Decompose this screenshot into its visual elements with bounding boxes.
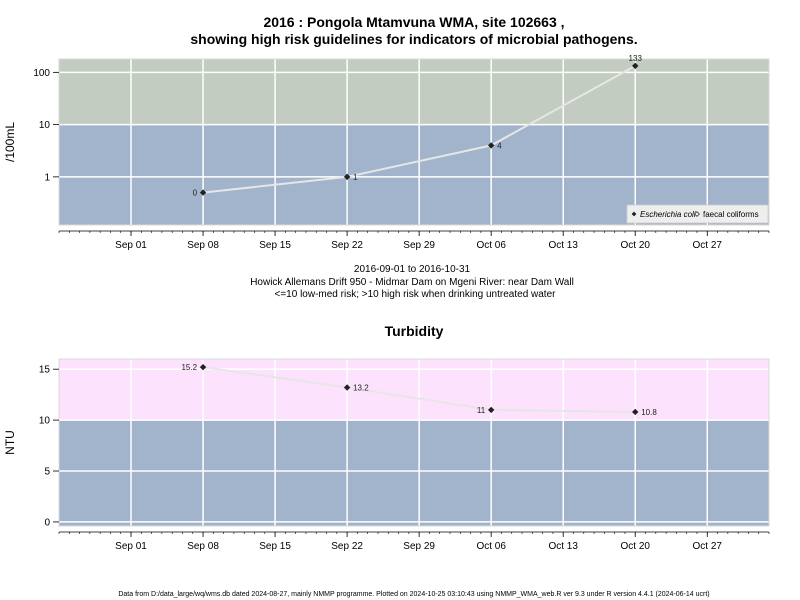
risk-band-0 bbox=[59, 420, 769, 526]
y-tick-label-1: 10 bbox=[39, 120, 51, 131]
data-point-0-3 bbox=[632, 408, 639, 416]
y-axis-label: NTU bbox=[3, 430, 17, 455]
data-point-0-1 bbox=[343, 173, 351, 181]
caption-site: Howick Allemans Drift 950 - Midmar Dam o… bbox=[250, 277, 574, 288]
legend-label-1: faecal coliforms bbox=[703, 210, 759, 219]
y-tick-label-0: 1 bbox=[44, 172, 50, 183]
caption-guideline: <=10 low-med risk; >10 high risk when dr… bbox=[275, 289, 557, 300]
data-label-0-1: 1 bbox=[353, 173, 358, 182]
turbidity-chart: Sep 01 Sep 08 Sep 15 Sep 22 Sep 29 Oct 06 Oct … bbox=[3, 358, 770, 552]
y-axis-label: /100mL bbox=[3, 122, 17, 162]
turbidity-title: Turbidity bbox=[385, 323, 444, 339]
x-tick-label-8: Oct 27 bbox=[693, 240, 723, 251]
x-tick-label-4: Sep 29 bbox=[403, 240, 435, 251]
x-tick-label-2: Sep 15 bbox=[259, 541, 291, 552]
x-tick-label-3: Sep 22 bbox=[331, 240, 363, 251]
caption-date-range: 2016-09-01 to 2016-10-31 bbox=[354, 264, 471, 275]
x-tick-label-3: Sep 22 bbox=[331, 541, 363, 552]
y-tick-label-2: 100 bbox=[33, 68, 50, 79]
series-line-0 bbox=[202, 366, 636, 413]
microbial-chart: Sep 01 Sep 08 Sep 15 Sep 22 Sep 29 Oct 06 Oct … bbox=[3, 54, 770, 251]
chart-title-line1: 2016 : Pongola Mtamvuna WMA, site 102663… bbox=[263, 14, 564, 30]
data-label-0-3: 10.8 bbox=[641, 408, 657, 417]
x-tick-label-6: Oct 13 bbox=[548, 240, 578, 251]
x-tick-label-8: Oct 27 bbox=[693, 541, 723, 552]
data-point-0-0 bbox=[199, 189, 207, 196]
data-label-0-3: 133 bbox=[629, 54, 643, 63]
data-label-0-2: 4 bbox=[497, 141, 502, 150]
x-tick-label-0: Sep 01 bbox=[115, 541, 147, 552]
y-tick-label-3: 15 bbox=[39, 365, 51, 376]
plot-frame bbox=[58, 358, 770, 527]
x-tick-label-6: Oct 13 bbox=[548, 541, 578, 552]
x-tick-label-2: Sep 15 bbox=[259, 240, 291, 251]
y-tick-label-0: 0 bbox=[44, 517, 50, 528]
chart-title-line2: showing high risk guidelines for indicat… bbox=[190, 31, 637, 47]
x-tick-label-1: Sep 08 bbox=[187, 240, 219, 251]
legend-marker-1 bbox=[694, 211, 700, 217]
x-tick-label-0: Sep 01 bbox=[115, 240, 147, 251]
x-tick-label-1: Sep 08 bbox=[187, 541, 219, 552]
data-label-0-1: 13.2 bbox=[353, 384, 369, 393]
data-point-0-2 bbox=[487, 142, 495, 149]
plot-frame bbox=[58, 58, 770, 226]
x-tick-label-7: Oct 20 bbox=[620, 541, 650, 552]
data-label-0-0: 15.2 bbox=[181, 363, 197, 372]
data-point-0-1 bbox=[343, 384, 351, 391]
series-line-0 bbox=[202, 65, 636, 194]
data-point-0-0 bbox=[199, 363, 207, 371]
data-label-0-2: 11 bbox=[477, 406, 486, 415]
x-tick-label-5: Oct 06 bbox=[476, 240, 506, 251]
x-tick-label-5: Oct 06 bbox=[476, 541, 506, 552]
data-point-0-2 bbox=[487, 406, 495, 414]
x-tick-label-4: Sep 29 bbox=[403, 541, 435, 552]
y-tick-label-1: 5 bbox=[44, 467, 50, 478]
footer-note: Data from D:/data_large/wq/wms.db dated … bbox=[118, 591, 709, 598]
legend-box bbox=[626, 204, 769, 224]
x-tick-label-7: Oct 20 bbox=[620, 240, 650, 251]
legend-marker-0 bbox=[631, 211, 637, 217]
legend-label-0: Escherichia coli bbox=[640, 210, 696, 219]
y-tick-label-2: 10 bbox=[39, 416, 51, 427]
data-label-0-0: 0 bbox=[193, 189, 198, 198]
data-point-0-3 bbox=[632, 62, 639, 70]
risk-band-1 bbox=[59, 59, 769, 125]
risk-band-1 bbox=[59, 359, 769, 421]
